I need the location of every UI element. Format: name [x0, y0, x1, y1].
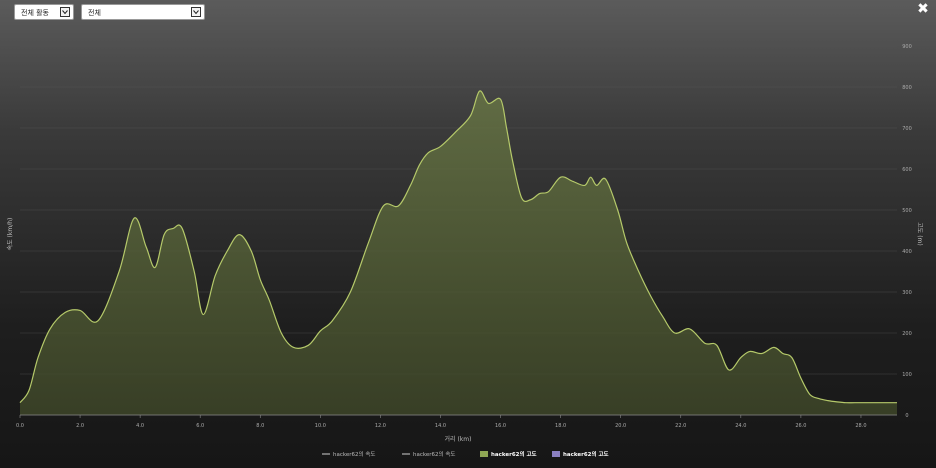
x-tick-label: 20.0: [615, 423, 626, 429]
elevation-area: [20, 90, 897, 416]
legend-box-marker: [480, 451, 488, 457]
legend-label: hacker62의 고도: [563, 450, 609, 458]
y-tick-label: 400: [902, 249, 912, 255]
close-icon[interactable]: ✖: [917, 1, 929, 17]
legend-label: hacker62의 속도: [413, 450, 455, 458]
y-tick-label: 0: [905, 413, 908, 419]
y-tick-label: 900: [902, 44, 912, 50]
activity-filter-value: 전체 활동: [21, 9, 49, 17]
legend-item: hacker62의 고도: [552, 450, 609, 458]
legend-item: hacker62의 속도: [322, 450, 375, 458]
x-tick-label: 0.0: [16, 423, 24, 429]
x-tick-label: 26.0: [795, 423, 806, 429]
x-tick-label: 4.0: [136, 423, 144, 429]
legend-item: hacker62의 고도: [480, 450, 537, 458]
y-tick-label: 500: [902, 208, 912, 214]
x-axis-label: 거리 (km): [445, 435, 472, 443]
x-tick-label: 10.0: [315, 423, 326, 429]
legend-label: hacker62의 고도: [491, 450, 537, 458]
x-tick-label: 2.0: [76, 423, 84, 429]
x-tick-label: 12.0: [375, 423, 386, 429]
chevron-down-icon: [191, 7, 201, 17]
y-axis-left-label: 속도 (km/h): [6, 218, 14, 251]
y-tick-label: 200: [902, 331, 912, 337]
activity-filter-select[interactable]: 전체 활동: [14, 4, 74, 20]
x-tick-label: 18.0: [555, 423, 566, 429]
x-tick-label: 6.0: [196, 423, 204, 429]
legend-label: hacker62의 속도: [333, 450, 375, 458]
x-tick-label: 22.0: [675, 423, 686, 429]
y-tick-label: 600: [902, 167, 912, 173]
legend-box-marker: [552, 451, 560, 457]
scope-filter-value: 전체: [88, 9, 101, 17]
y-axis-right-label: 고도 (m): [916, 222, 923, 245]
x-tick-label: 24.0: [735, 423, 746, 429]
legend-item: hacker62의 속도: [402, 450, 455, 458]
x-tick-label: 8.0: [256, 423, 264, 429]
x-tick-label: 14.0: [435, 423, 446, 429]
scope-filter-select[interactable]: 전체: [81, 4, 205, 20]
y-tick-label: 700: [902, 126, 912, 132]
y-tick-label: 100: [902, 372, 912, 378]
x-tick-label: 16.0: [495, 423, 506, 429]
elevation-line: [19, 90, 897, 404]
chevron-down-icon: [60, 7, 70, 17]
y-tick-label: 300: [902, 290, 912, 296]
x-tick-label: 28.0: [855, 423, 866, 429]
y-tick-label: 800: [902, 85, 912, 91]
